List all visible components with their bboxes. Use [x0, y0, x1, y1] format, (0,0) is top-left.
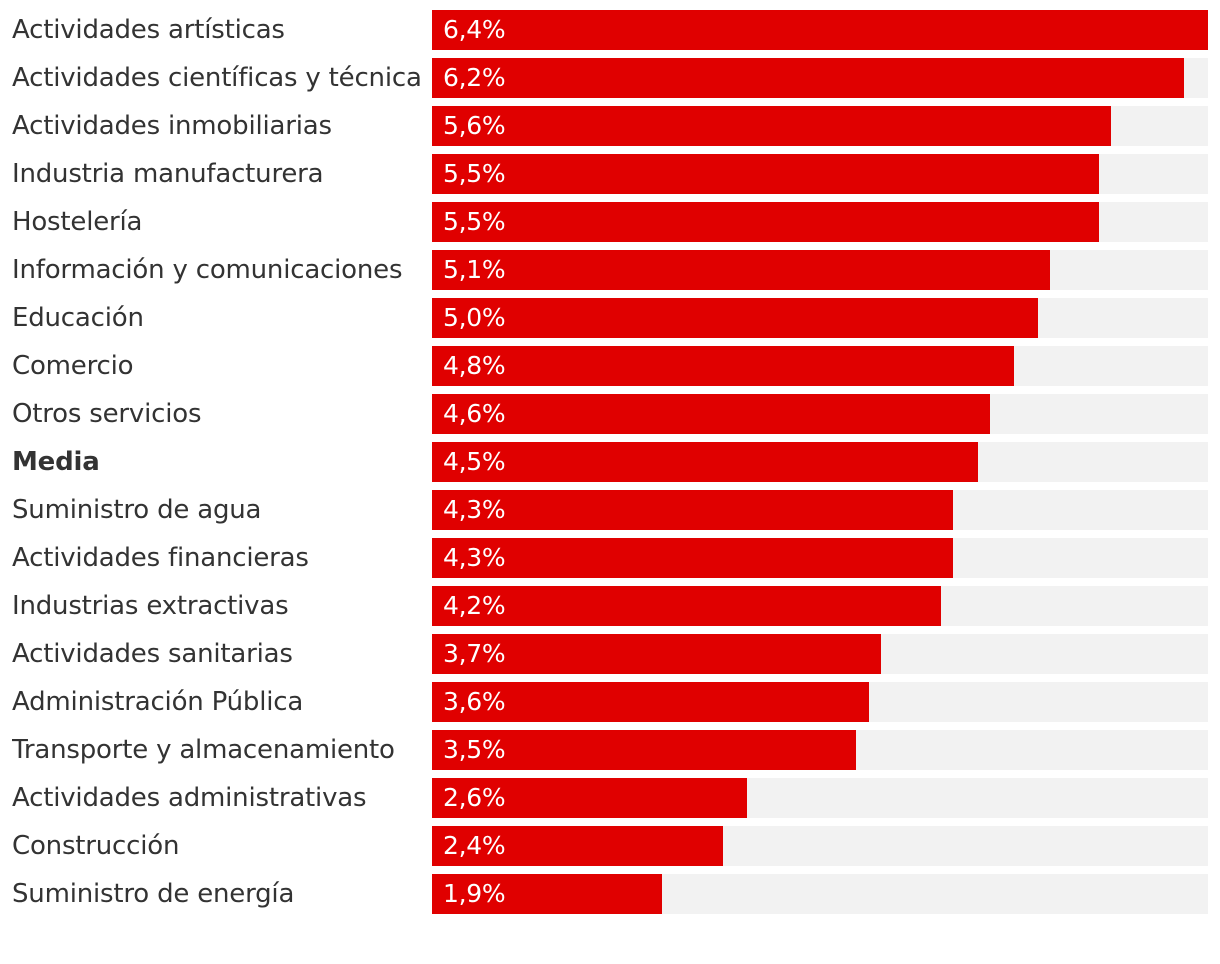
category-label: Educación	[12, 303, 144, 333]
bar-track: 4,8%	[432, 346, 1208, 386]
category-label: Administración Pública	[12, 687, 304, 717]
bar-row: Otros servicios 4,6%	[0, 394, 1220, 434]
value-label: 5,6%	[443, 111, 506, 140]
bar-track: 6,4%	[432, 10, 1208, 50]
value-label: 1,9%	[443, 879, 506, 908]
bar-row: Industrias extractivas 4,2%	[0, 586, 1220, 626]
category-label: Actividades administrativas	[12, 783, 367, 813]
bar-track: 5,6%	[432, 106, 1208, 146]
category-label: Actividades financieras	[12, 543, 309, 573]
bar-track: 4,5%	[432, 442, 1208, 482]
value-label: 2,4%	[443, 831, 506, 860]
category-label: Actividades inmobiliarias	[12, 111, 332, 141]
bar	[432, 682, 869, 722]
value-label: 4,2%	[443, 591, 506, 620]
value-label: 6,4%	[443, 15, 506, 44]
category-label: Información y comunicaciones	[12, 255, 403, 285]
category-label: Transporte y almacenamiento	[12, 735, 395, 765]
bar-row: Actividades financieras 4,3%	[0, 538, 1220, 578]
bar-track: 4,6%	[432, 394, 1208, 434]
bar	[432, 10, 1208, 50]
category-label: Actividades artísticas	[12, 15, 285, 45]
bar-track: 6,2%	[432, 58, 1208, 98]
value-label: 4,6%	[443, 399, 506, 428]
bar-row: Construcción 2,4%	[0, 826, 1220, 866]
value-label: 2,6%	[443, 783, 506, 812]
category-label: Actividades científicas y técnicas	[12, 63, 422, 93]
bar-track: 1,9%	[432, 874, 1208, 914]
bar	[432, 154, 1099, 194]
category-label: Otros servicios	[12, 399, 202, 429]
bar	[432, 730, 856, 770]
bar-row: Suministro de agua 4,3%	[0, 490, 1220, 530]
value-label: 4,5%	[443, 447, 506, 476]
bar	[432, 346, 1014, 386]
bar	[432, 826, 723, 866]
bar-row: Hostelería 5,5%	[0, 202, 1220, 242]
bar	[432, 490, 953, 530]
bar-track: 2,6%	[432, 778, 1208, 818]
bar-row: Suministro de energía 1,9%	[0, 874, 1220, 914]
category-label: Actividades sanitarias	[12, 639, 293, 669]
bar-track: 5,5%	[432, 154, 1208, 194]
bar	[432, 586, 941, 626]
bar-row: Educación 5,0%	[0, 298, 1220, 338]
category-label: Hostelería	[12, 207, 143, 237]
value-label: 5,5%	[443, 207, 506, 236]
bar	[432, 442, 978, 482]
bar	[432, 250, 1050, 290]
bar	[432, 58, 1184, 98]
bar-row: Media 4,5%	[0, 442, 1220, 482]
value-label: 4,3%	[443, 543, 506, 572]
bar	[432, 394, 990, 434]
value-label: 6,2%	[443, 63, 506, 92]
bar-row: Industria manufacturera 5,5%	[0, 154, 1220, 194]
bar	[432, 202, 1099, 242]
bar	[432, 538, 953, 578]
bar-track: 2,4%	[432, 826, 1208, 866]
bar-row: Actividades sanitarias 3,7%	[0, 634, 1220, 674]
bar	[432, 634, 881, 674]
bar-track: 3,6%	[432, 682, 1208, 722]
bar-row: Actividades científicas y técnicas 6,2%	[0, 58, 1220, 98]
value-label: 4,8%	[443, 351, 506, 380]
bar-track: 3,5%	[432, 730, 1208, 770]
bar	[432, 874, 662, 914]
value-label: 4,3%	[443, 495, 506, 524]
bar-track: 4,2%	[432, 586, 1208, 626]
bar-row: Actividades artísticas 6,4%	[0, 10, 1220, 50]
bar-track: 4,3%	[432, 538, 1208, 578]
bar-track: 5,1%	[432, 250, 1208, 290]
bar-track: 4,3%	[432, 490, 1208, 530]
value-label: 5,0%	[443, 303, 506, 332]
bar-track: 5,5%	[432, 202, 1208, 242]
bar-row: Comercio 4,8%	[0, 346, 1220, 386]
bar	[432, 106, 1111, 146]
bar	[432, 298, 1038, 338]
bar-row: Administración Pública 3,6%	[0, 682, 1220, 722]
value-label: 3,6%	[443, 687, 506, 716]
category-label: Construcción	[12, 831, 180, 861]
value-label: 3,7%	[443, 639, 506, 668]
value-label: 3,5%	[443, 735, 506, 764]
bar-row: Actividades inmobiliarias 5,6%	[0, 106, 1220, 146]
category-label: Suministro de agua	[12, 495, 262, 525]
bar-row: Información y comunicaciones 5,1%	[0, 250, 1220, 290]
category-label: Suministro de energía	[12, 879, 295, 909]
category-label: Industrias extractivas	[12, 591, 289, 621]
bar	[432, 778, 747, 818]
bar-row: Transporte y almacenamiento 3,5%	[0, 730, 1220, 770]
bar-track: 3,7%	[432, 634, 1208, 674]
category-label: Media	[12, 447, 100, 477]
value-label: 5,1%	[443, 255, 506, 284]
value-label: 5,5%	[443, 159, 506, 188]
category-label: Industria manufacturera	[12, 159, 324, 189]
bar-track: 5,0%	[432, 298, 1208, 338]
bar-row: Actividades administrativas 2,6%	[0, 778, 1220, 818]
category-label: Comercio	[12, 351, 134, 381]
